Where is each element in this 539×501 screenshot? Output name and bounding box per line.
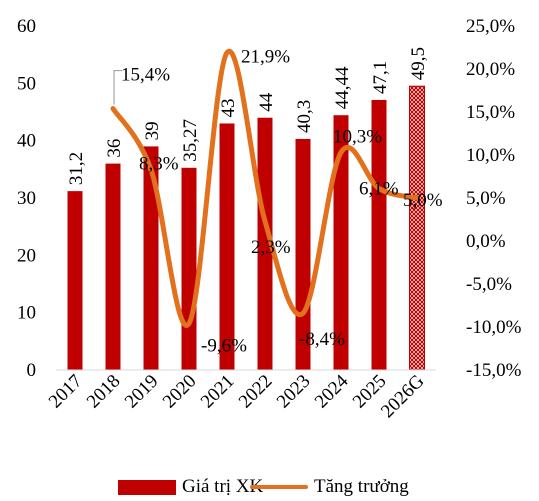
bar [409,85,425,371]
right-axis-ticks: -15,0% -10,0% -5,0% 0,0% 5,0% 10,0% 15,0% 20,0%… [466,16,522,381]
left-axis-tick-label: 0 [27,360,37,381]
line-value-label: -8,4% [299,329,345,350]
x-axis-tick-label: 2020 [159,371,201,413]
legend-bar-swatch [118,479,176,495]
bar-value-label: 35,27 [180,119,201,162]
line-value-label: 8,3% [139,154,179,175]
bar-data-labels: 31,2 36 39 35,27 43 44 40,3 44,44 47,1 49,5 [66,47,429,185]
x-axis-tick-label: 2017 [45,371,87,413]
bar-value-label: 49,5 [408,47,429,80]
bar [67,191,83,370]
legend-line-swatch [250,485,308,489]
line-value-label: 10,3% [333,126,382,147]
right-axis-tick-label: 15,0% [466,102,515,123]
legend-label-bar: Giá trị XK [182,476,264,497]
bar [143,146,159,370]
bar [105,163,121,370]
x-axis-ticks: 2017201820192020202120222023202420252026… [45,370,429,422]
line-value-label: 15,4% [121,65,170,86]
legend-item-bar: Giá trị XK [118,476,263,498]
legend-label-line: Tăng trưởng [314,476,409,497]
bar [219,123,235,370]
bar [257,117,273,370]
bar [181,167,197,370]
growth-line [110,48,420,328]
right-axis-tick-label: -10,0% [466,317,522,338]
line-value-label: 6,1% [359,179,399,200]
line-series [110,48,420,328]
bar-value-label: 44 [256,92,277,112]
legend-item-line: Tăng trưởng [250,476,409,498]
line-value-label: 5,0% [403,190,443,211]
label-leader-line [113,69,122,105]
x-axis-tick-label: 2026G [377,370,429,422]
bar-value-label: 39 [142,121,163,140]
x-axis-tick-label: 2018 [83,371,125,413]
line-value-label: 2,3% [251,237,291,258]
x-axis-tick-label: 2019 [121,371,163,413]
right-axis-tick-label: -15,0% [466,360,522,381]
bar-value-label: 31,2 [66,152,87,185]
left-axis-tick-label: 50 [17,73,36,94]
x-axis-tick-label: 2024 [311,370,353,412]
bar [333,115,349,370]
left-axis-tick-label: 40 [17,131,36,152]
bar [371,99,387,371]
legend: Giá trị XK Tăng trưởng [0,476,539,501]
left-axis-tick-label: 10 [17,303,36,324]
bar-value-label: 40,3 [294,100,315,133]
right-axis-tick-label: 20,0% [466,59,515,80]
left-axis-tick-label: 20 [17,245,36,266]
right-axis-tick-label: 10,0% [466,145,515,166]
right-axis-tick-label: 5,0% [466,188,506,209]
bar-value-label: 43 [218,98,239,117]
bar-value-label: 47,1 [370,61,391,94]
left-axis-ticks: 0 10 20 30 40 50 60 [17,16,36,381]
line-value-label: -9,6% [201,336,247,357]
bar-value-label: 36 [104,139,125,158]
x-axis-tick-label: 2022 [235,371,277,413]
bar-value-label: 44,44 [332,66,353,109]
line-data-labels: 15,4% 8,3% -9,6% 21,9% 2,3% -8,4% 10,3% 6,1%5,0… [113,47,443,357]
left-axis-tick-label: 60 [17,16,36,37]
left-axis-tick-label: 30 [17,188,36,209]
line-value-label: 21,9% [241,47,290,68]
right-axis-tick-label: 0,0% [466,231,506,252]
right-axis-tick-label: 25,0% [466,16,515,37]
x-axis-tick-label: 2023 [273,371,315,413]
x-axis-tick-label: 2021 [197,371,239,413]
right-axis-tick-label: -5,0% [466,274,512,295]
